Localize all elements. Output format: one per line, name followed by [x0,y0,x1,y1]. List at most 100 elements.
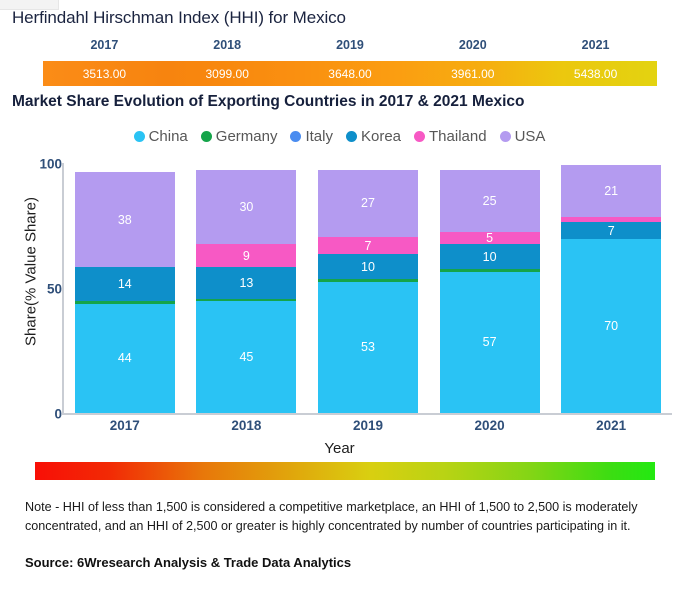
bar-segment-germany[interactable] [196,298,297,302]
hhi-year-label: 2019 [336,38,364,52]
hhi-year-label: 2020 [458,38,487,52]
stacked-bar[interactable]: 57 10 5 25 [439,165,540,413]
hhi-year-label: 2021 [581,38,610,52]
chart-legend: China Germany Italy Korea Thailand USA [0,128,679,145]
legend-item-korea[interactable]: Korea [345,128,402,145]
bar-slot-2018: 45 13 9 30 [186,165,308,413]
bar-segment-value: 14 [117,277,132,292]
hhi-title: Herfindahl Hirschman Index (HHI) for Mex… [12,8,346,27]
legend-item-china[interactable]: China [133,128,188,145]
y-tick-label: 0 [54,406,62,422]
bar-segment-korea[interactable]: 10 [317,254,418,280]
bar-segment-value: 21 [604,184,619,199]
bar-segment-value: 30 [239,200,254,215]
bar-segment-germany[interactable] [317,279,418,282]
x-axis-line [62,413,672,415]
bar-segment-usa[interactable]: 30 [196,170,297,245]
bar-segment-value: 53 [361,340,375,355]
bar-segment-china[interactable]: 45 [196,301,297,413]
bar-segment-thailand[interactable]: 9 [196,244,297,267]
bar-segment-korea[interactable]: 13 [196,266,297,299]
hhi-value-text: 3961.00 [451,66,495,81]
legend-swatch-icon [290,131,302,142]
hhi-value-bar: 3513.00 3099.00 3648.00 3961.00 5438.00 [43,61,657,86]
legend-swatch-icon [345,131,357,142]
bar-segment-value: 44 [117,351,132,366]
bar-segment-usa[interactable]: 38 [74,172,175,267]
chart-title: Market Share Evolution of Exporting Coun… [12,93,525,110]
x-tick-label: 2019 [352,418,383,433]
legend-swatch-icon [414,131,426,142]
legend-label: Italy [305,128,333,145]
x-tick-label: 2018 [231,418,262,433]
bar-segment-value: 38 [117,212,132,227]
legend-item-italy[interactable]: Italy [290,128,333,145]
legend-label: Thailand [429,128,487,145]
legend-item-thailand[interactable]: Thailand [414,128,487,145]
legend-label: Germany [215,128,278,145]
bar-segment-value: 70 [604,319,619,334]
legend-label: USA [514,128,546,145]
hhi-value-text: 3648.00 [328,66,372,81]
bar-group: 44 14 38 45 13 9 30 53 10 7 27 57 10 5 25 70 7 21 [64,165,672,413]
bar-slot-2019: 53 10 7 27 [307,165,429,413]
bar-segment-korea[interactable]: 7 [561,222,662,240]
bar-segment-germany[interactable] [74,301,175,304]
bar-segment-value: 9 [242,248,250,263]
legend-label: China [148,128,188,145]
legend-swatch-icon [133,131,145,142]
y-axis-line [62,163,64,415]
y-tick-label: 50 [46,281,62,297]
bar-segment-value: 27 [361,196,375,211]
hhi-value-cell: 3961.00 [411,61,534,86]
stacked-bar-chart: Share(% Value Share) 0 50 100 44 14 38 45 13 9 3… [0,155,679,457]
stacked-bar[interactable]: 45 13 9 30 [196,165,297,413]
bar-segment-value: 10 [482,249,497,264]
hhi-value-text: 3099.00 [205,66,249,81]
bar-segment-korea[interactable]: 10 [439,244,540,270]
legend-swatch-icon [200,131,212,142]
y-axis-ticks: 0 50 100 [18,155,62,422]
bar-segment-china[interactable]: 70 [561,239,662,413]
bar-segment-korea[interactable]: 14 [74,266,175,302]
corner-placeholder [0,0,59,10]
hhi-value-cell: 3513.00 [43,61,166,86]
stacked-bar[interactable]: 70 7 21 [561,165,662,413]
bar-segment-thailand[interactable] [561,217,662,223]
bar-segment-thailand[interactable]: 7 [317,236,418,255]
hhi-value-cell: 3648.00 [289,61,412,86]
legend-label: Korea [360,128,402,145]
bar-segment-usa[interactable]: 27 [317,169,418,237]
x-axis-title: Year [324,440,355,457]
x-tick-label: 2017 [109,418,140,433]
stacked-bar[interactable]: 44 14 38 [74,165,175,413]
bar-segment-value: 7 [607,223,615,238]
stacked-bar[interactable]: 53 10 7 27 [317,165,418,413]
bar-segment-usa[interactable]: 21 [561,165,662,218]
bar-segment-value: 5 [486,231,494,245]
hhi-value-text: 3513.00 [82,66,127,81]
bar-segment-usa[interactable]: 25 [439,169,540,232]
y-tick-label: 100 [39,156,62,172]
x-tick-label: 2021 [596,418,627,433]
x-axis-tick-labels: 2017 2018 2019 2020 2021 [64,418,672,433]
bar-slot-2020: 57 10 5 25 [429,165,551,413]
hhi-value-text: 5438.00 [573,66,618,81]
legend-item-usa[interactable]: USA [499,128,546,145]
legend-item-germany[interactable]: Germany [200,128,278,145]
hhi-value-cell: 3099.00 [166,61,289,86]
bar-segment-china[interactable]: 57 [439,271,540,413]
bar-segment-germany[interactable] [439,269,540,272]
bar-slot-2021: 70 7 21 [550,165,672,413]
source-line: Source: 6Wresearch Analysis & Trade Data… [25,555,352,570]
footnote: Note - HHI of less than 1,500 is conside… [25,500,638,533]
hhi-year-row: 2017 2018 2019 2020 2021 [43,38,657,56]
hhi-spectrum-bar [35,462,655,480]
hhi-year-label: 2017 [90,38,119,52]
hhi-year-label: 2018 [213,38,242,52]
bar-segment-value: 13 [239,275,254,290]
bar-segment-value: 57 [482,335,497,350]
bar-segment-china[interactable]: 53 [317,281,418,413]
bar-segment-thailand[interactable]: 5 [439,231,540,245]
bar-segment-china[interactable]: 44 [74,303,175,413]
